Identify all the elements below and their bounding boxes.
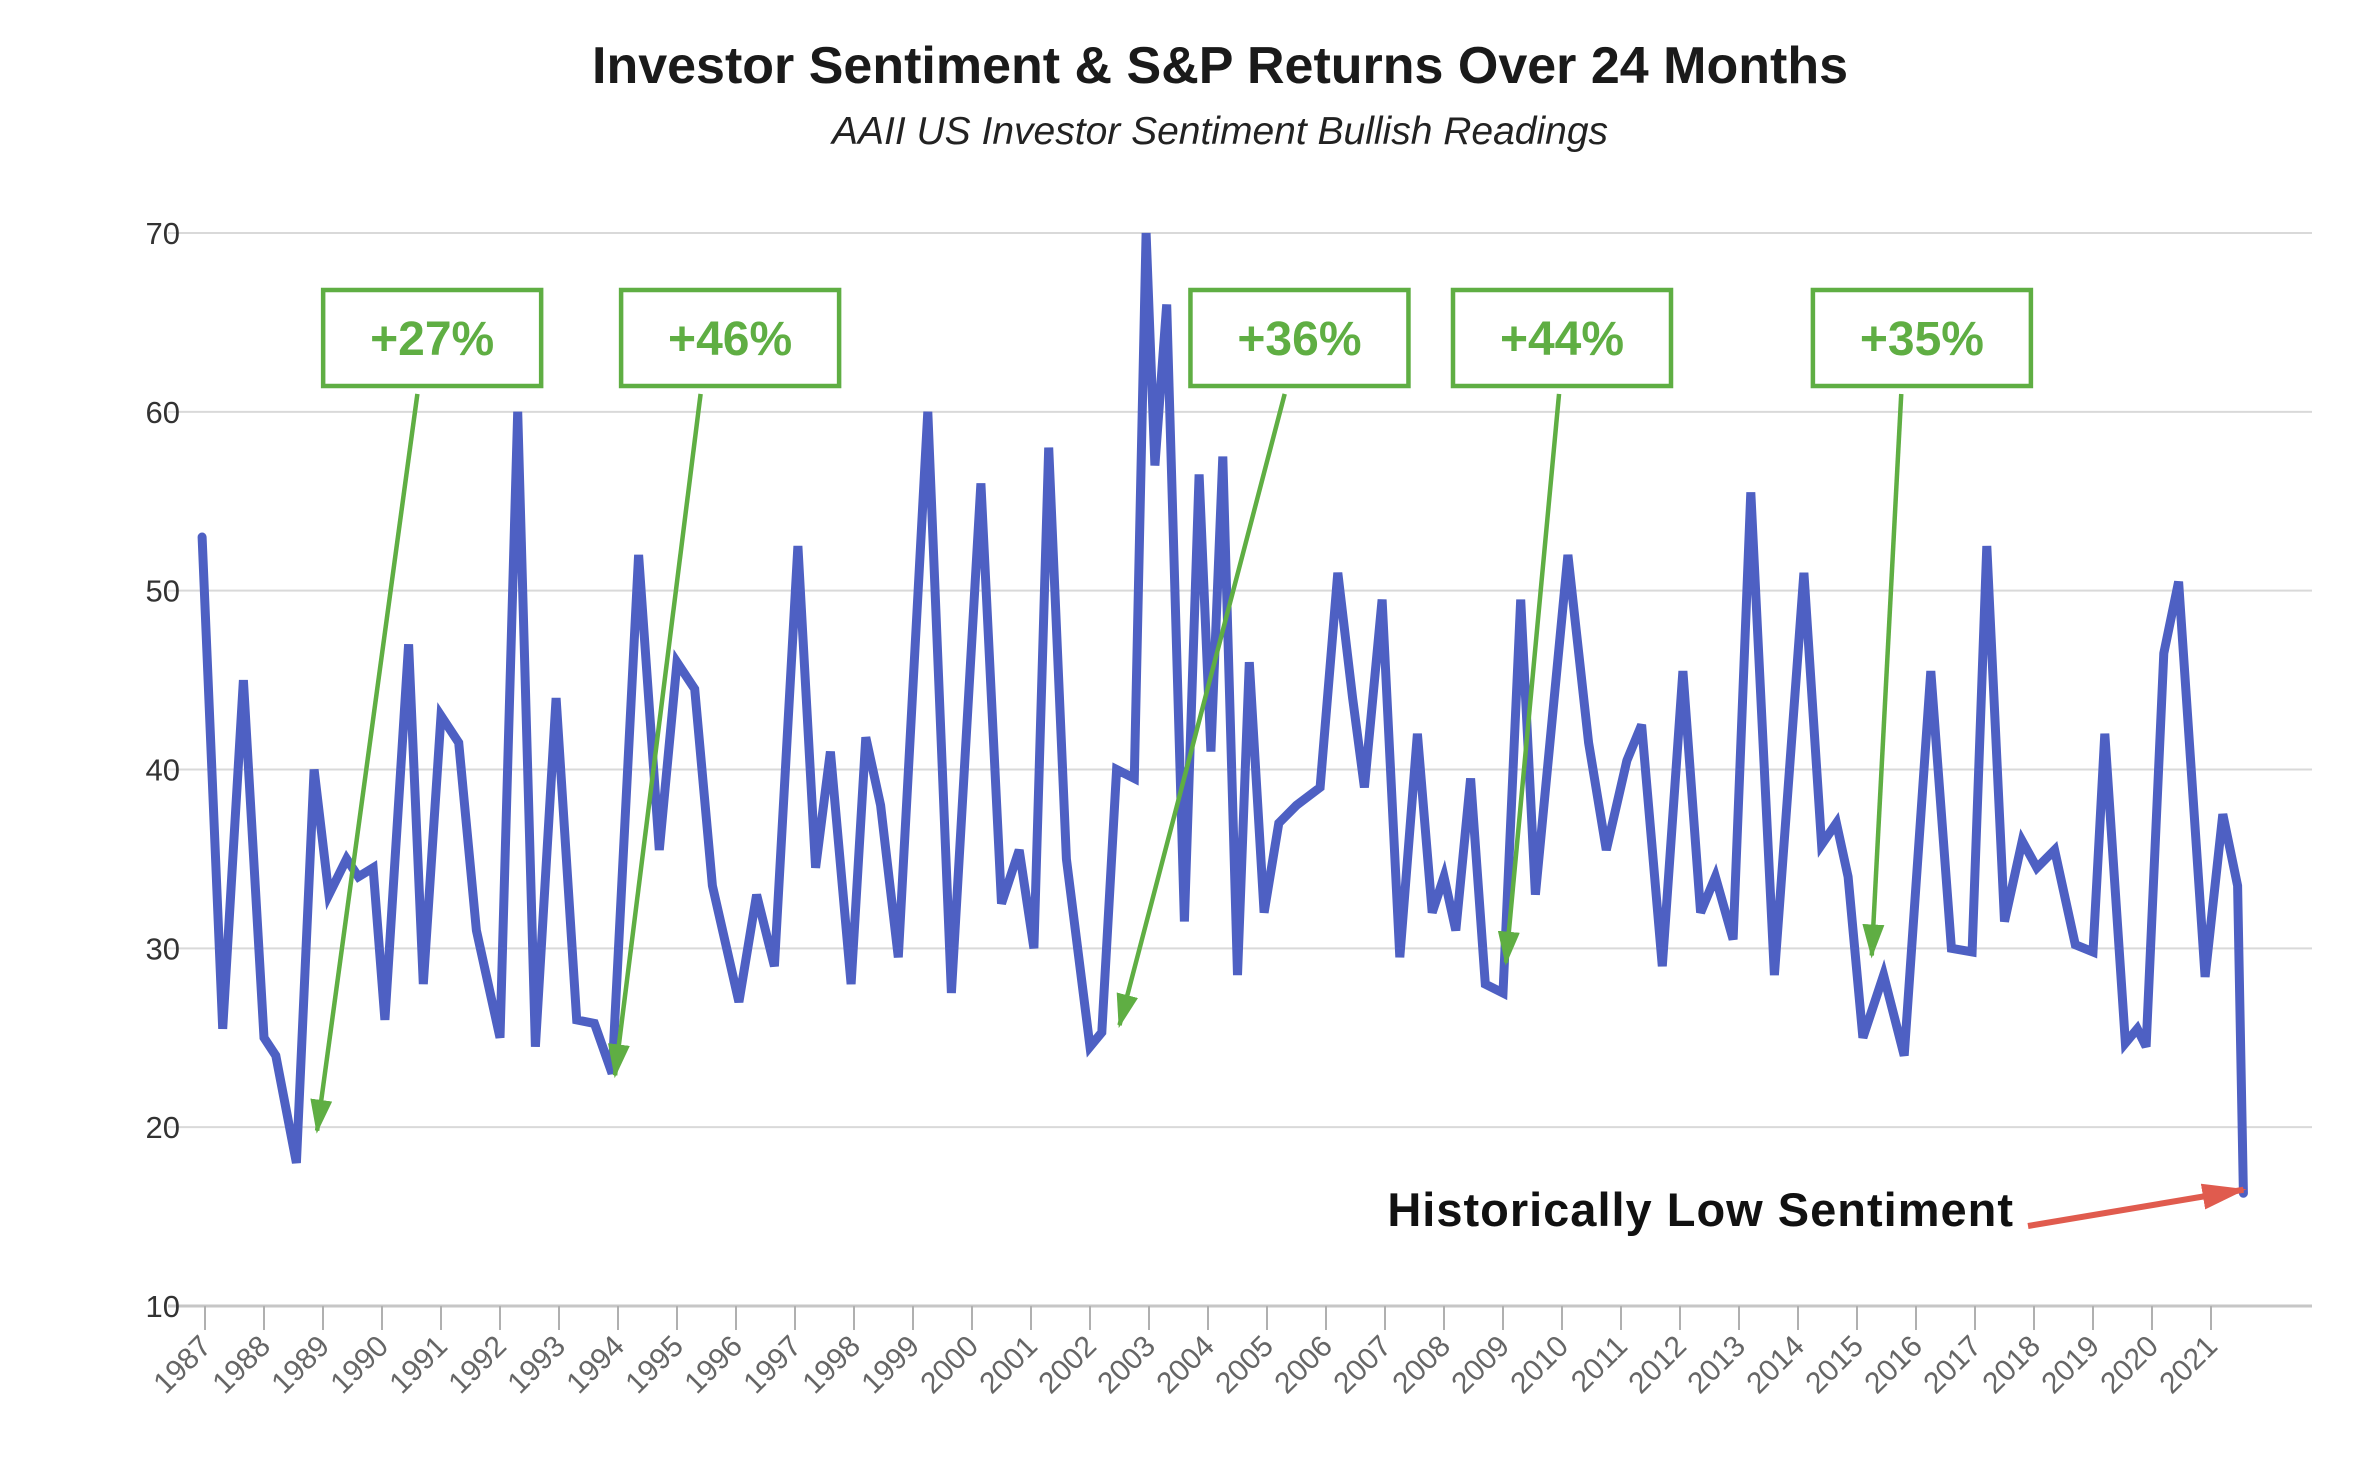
x-tick-label-1988: 1988 bbox=[206, 1330, 277, 1401]
x-tick-label-2020: 2020 bbox=[2094, 1330, 2165, 1401]
x-tick-label-1997: 1997 bbox=[737, 1330, 808, 1401]
return-arrow-1 bbox=[607, 393, 703, 1079]
return-box-label-2: +36% bbox=[1237, 313, 1361, 366]
chart-header: Investor Sentiment & S&P Returns Over 24… bbox=[60, 0, 2380, 154]
return-arrow-0 bbox=[310, 393, 420, 1134]
sentiment-line-series bbox=[197, 232, 2248, 1198]
x-tick-label-1999: 1999 bbox=[855, 1330, 926, 1401]
low-sentiment-arrow bbox=[2027, 1183, 2247, 1229]
return-box-label-0: +27% bbox=[370, 313, 494, 366]
x-tick-label-2014: 2014 bbox=[1740, 1330, 1811, 1401]
y-tick-label-40: 40 bbox=[146, 752, 180, 787]
x-tick-label-1996: 1996 bbox=[678, 1330, 749, 1401]
y-tick-label-10: 10 bbox=[146, 1289, 180, 1324]
return-arrow-4 bbox=[1862, 393, 1904, 959]
return-arrow-3 bbox=[1497, 393, 1562, 966]
x-tick-label-2013: 2013 bbox=[1681, 1330, 1752, 1401]
y-tick-label-70: 70 bbox=[146, 216, 180, 251]
x-tick-label-1991: 1991 bbox=[383, 1330, 454, 1401]
return-box-0 bbox=[320, 287, 544, 389]
chart-subtitle: AAII US Investor Sentiment Bullish Readi… bbox=[831, 110, 1609, 153]
x-tick-label-2002: 2002 bbox=[1032, 1330, 1103, 1401]
low-sentiment-label: Historically Low Sentiment bbox=[1387, 1183, 2014, 1236]
x-tick-label-1990: 1990 bbox=[324, 1330, 395, 1401]
x-tick-label-2009: 2009 bbox=[1445, 1330, 1516, 1401]
return-box-label-4: +35% bbox=[1860, 313, 1984, 366]
x-tick-label-2008: 2008 bbox=[1386, 1330, 1457, 1401]
x-tick-label-2004: 2004 bbox=[1150, 1330, 1221, 1401]
x-tick-label-2019: 2019 bbox=[2035, 1330, 2106, 1401]
return-box-3 bbox=[1450, 287, 1674, 389]
x-tick-label-2001: 2001 bbox=[973, 1330, 1044, 1401]
x-tick-label-2010: 2010 bbox=[1504, 1330, 1575, 1401]
x-tick-label-2016: 2016 bbox=[1858, 1330, 1929, 1401]
x-tick-label-2018: 2018 bbox=[1976, 1330, 2047, 1401]
x-tick-label-2012: 2012 bbox=[1622, 1330, 1693, 1401]
return-box-label-1: +46% bbox=[668, 313, 792, 366]
return-box-2 bbox=[1188, 287, 1411, 389]
x-tick-label-1993: 1993 bbox=[501, 1330, 572, 1401]
return-arrow-2 bbox=[1116, 393, 1287, 1029]
x-tick-label-1989: 1989 bbox=[265, 1330, 336, 1401]
return-box-4 bbox=[1810, 287, 2034, 389]
y-tick-label-50: 50 bbox=[146, 574, 180, 609]
y-tick-label-60: 60 bbox=[146, 395, 180, 430]
x-tick-label-2015: 2015 bbox=[1799, 1330, 1870, 1401]
x-tick-label-2006: 2006 bbox=[1268, 1330, 1339, 1401]
x-tick-label-2007: 2007 bbox=[1327, 1330, 1398, 1401]
x-tick-label-2017: 2017 bbox=[1917, 1330, 1988, 1401]
x-tick-label-1995: 1995 bbox=[619, 1330, 690, 1401]
x-tick-label-1992: 1992 bbox=[442, 1330, 513, 1401]
x-tick-label-2011: 2011 bbox=[1565, 1330, 1634, 1399]
x-tick-label-1998: 1998 bbox=[796, 1330, 867, 1401]
y-tick-label-30: 30 bbox=[146, 931, 180, 966]
x-tick-label-2005: 2005 bbox=[1209, 1330, 1280, 1401]
return-box-1 bbox=[618, 287, 842, 389]
x-tick-label-1994: 1994 bbox=[560, 1330, 631, 1401]
x-tick-label-2003: 2003 bbox=[1091, 1330, 1162, 1401]
x-tick-label-1987: 1987 bbox=[147, 1330, 218, 1401]
return-box-label-3: +44% bbox=[1500, 313, 1624, 366]
x-tick-label-2000: 2000 bbox=[914, 1330, 985, 1401]
y-tick-label-20: 20 bbox=[146, 1110, 180, 1145]
x-tick-label-2021: 2021 bbox=[2153, 1330, 2224, 1401]
chart-title: Investor Sentiment & S&P Returns Over 24… bbox=[592, 37, 1848, 95]
